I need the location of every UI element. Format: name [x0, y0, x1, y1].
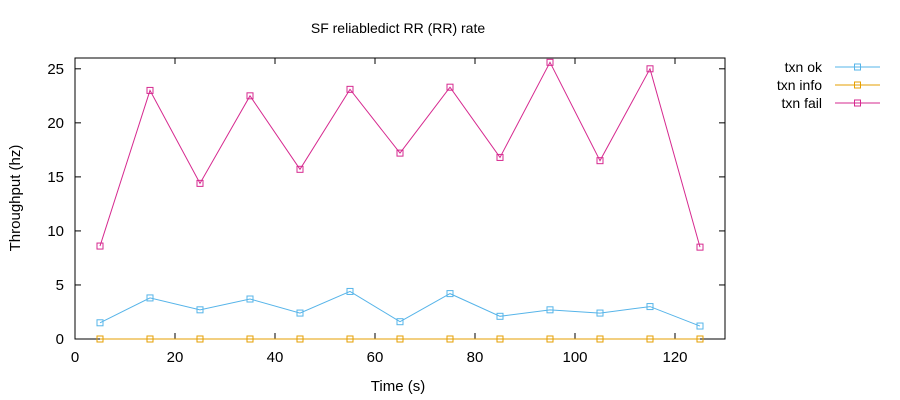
x-tick-label: 60: [367, 349, 384, 366]
data-point-txn-fail: [496, 153, 504, 161]
legend-marker-txn-fail: [854, 99, 861, 107]
data-point-txn-info: [346, 335, 354, 343]
y-tick-label: 15: [47, 169, 64, 186]
data-point-txn-ok: [446, 290, 454, 298]
data-point-txn-info: [546, 335, 554, 343]
data-point-txn-ok: [296, 309, 304, 317]
data-point-txn-info: [596, 335, 604, 343]
data-point-txn-fail: [696, 243, 704, 251]
axis-ticks: [74, 58, 725, 340]
data-point-txn-fail: [396, 149, 404, 157]
data-point-txn-ok: [146, 294, 154, 302]
x-tick-label: 100: [562, 349, 587, 366]
data-point-txn-fail: [246, 92, 254, 100]
data-point-txn-fail: [346, 85, 354, 93]
data-point-txn-info: [446, 335, 454, 343]
data-point-txn-fail: [596, 157, 604, 165]
data-point-txn-ok: [596, 309, 604, 317]
data-point-txn-fail: [646, 65, 654, 73]
series-line-txn-ok: [99, 290, 701, 327]
y-tick-labels: 0 5 10 15 20 25: [47, 61, 64, 348]
data-point-txn-ok: [346, 287, 354, 295]
legend: txn ok txn info txn fail: [777, 59, 880, 111]
series-layer: [96, 58, 704, 343]
data-point-txn-ok: [696, 322, 704, 330]
data-point-txn-ok: [246, 295, 254, 303]
y-tick-label: 10: [47, 223, 64, 240]
data-point-txn-info: [646, 335, 654, 343]
x-tick-labels: 0 20 40 60 80 100 120: [71, 349, 688, 366]
data-point-txn-fail: [296, 165, 304, 173]
data-point-txn-info: [496, 335, 504, 343]
data-point-txn-info: [246, 335, 254, 343]
data-point-txn-info: [696, 335, 704, 343]
data-point-txn-info: [396, 335, 404, 343]
legend-label: txn fail: [782, 95, 822, 111]
data-point-txn-info: [196, 335, 204, 343]
data-point-txn-ok: [196, 306, 204, 314]
data-point-txn-ok: [496, 312, 504, 320]
x-axis-label: Time (s): [371, 378, 425, 395]
plot-area-border: [74, 57, 726, 340]
data-point-txn-ok: [396, 318, 404, 326]
data-point-txn-ok: [96, 319, 104, 327]
x-tick-label: 0: [71, 349, 79, 366]
y-tick-label: 5: [56, 277, 64, 294]
series-line-txn-fail: [99, 61, 701, 248]
legend-marker-txn-ok: [854, 63, 861, 71]
chart-title: SF reliabledict RR (RR) rate: [311, 20, 485, 36]
data-point-txn-ok: [646, 303, 654, 311]
data-point-txn-fail: [196, 179, 204, 187]
series-txn-info: [96, 335, 704, 343]
data-point-txn-fail: [146, 86, 154, 94]
data-point-txn-fail: [546, 58, 554, 66]
legend-label: txn ok: [785, 59, 823, 75]
y-tick-label: 0: [56, 331, 64, 348]
data-point-txn-fail: [446, 83, 454, 91]
series-txn-ok: [96, 287, 704, 330]
data-point-txn-info: [96, 335, 104, 343]
x-tick-label: 120: [662, 349, 687, 366]
y-tick-label: 20: [47, 115, 64, 132]
data-point-txn-info: [296, 335, 304, 343]
legend-label: txn info: [777, 77, 822, 93]
data-point-txn-fail: [96, 242, 104, 250]
x-tick-label: 80: [467, 349, 484, 366]
x-tick-label: 20: [167, 349, 184, 366]
legend-marker-txn-info: [854, 81, 861, 89]
x-tick-label: 40: [267, 349, 284, 366]
data-point-txn-ok: [546, 306, 554, 314]
y-axis-label: Throughput (hz): [7, 145, 24, 252]
y-tick-label: 25: [47, 61, 64, 78]
data-point-txn-info: [146, 335, 154, 343]
series-txn-fail: [96, 58, 704, 251]
